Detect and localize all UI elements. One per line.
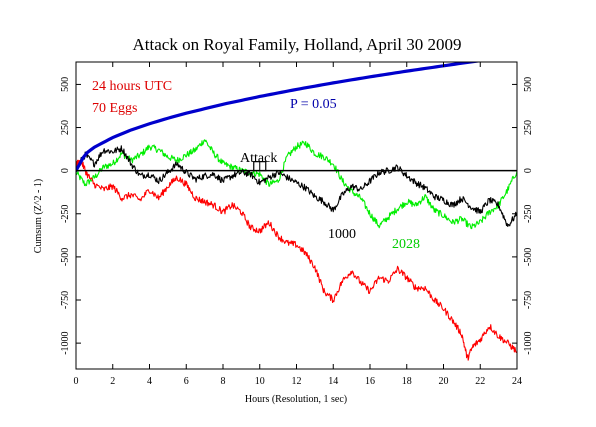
x-tick-label: 16 xyxy=(365,376,375,387)
eggs-annotation: 70 Eggs xyxy=(92,101,138,116)
plot-frame xyxy=(75,61,518,370)
x-tick-label: 6 xyxy=(184,376,189,387)
x-tick-label: 10 xyxy=(255,376,265,387)
y-tick-label-left: -750 xyxy=(60,291,71,309)
x-tick-label: 12 xyxy=(292,376,302,387)
y-tick-label-right: -1000 xyxy=(523,331,534,354)
y-tick-label-right: 250 xyxy=(523,120,534,135)
y-tick-label-right: 0 xyxy=(523,168,534,173)
event-label: Attack xyxy=(240,151,277,166)
chart-title: Attack on Royal Family, Holland, April 3… xyxy=(133,35,462,54)
series-2028-line xyxy=(76,139,517,230)
y-tick-label-left: -250 xyxy=(60,205,71,223)
y-tick-label-right: -750 xyxy=(523,291,534,309)
x-tick-label: 18 xyxy=(402,376,412,387)
x-axis-label: Hours (Resolution, 1 sec) xyxy=(245,394,347,405)
y-tick-label-right: 500 xyxy=(523,77,534,92)
axes-layer: 0 2 4 6 8 10 12 14 16 18 20 22 24-1000 -1000-750 -750-… xyxy=(60,62,534,387)
x-tick-label: 2 xyxy=(110,376,115,387)
zero-line-layer xyxy=(76,161,517,172)
y-tick-label-right: -250 xyxy=(523,205,534,223)
x-tick-label: 24 xyxy=(512,376,522,387)
x-tick-label: 0 xyxy=(74,376,79,387)
series-2028-label: 2028 xyxy=(392,237,420,252)
p-value-label: P = 0.05 xyxy=(290,97,337,112)
x-tick-label: 22 xyxy=(475,376,485,387)
x-tick-label: 14 xyxy=(328,376,338,387)
y-axis-label: Cumsum (Z^2 - 1) xyxy=(33,179,44,253)
x-tick-label: 8 xyxy=(221,376,226,387)
series-main-line xyxy=(76,159,517,361)
y-tick-label-left: 500 xyxy=(60,77,71,92)
y-tick-label-left: -500 xyxy=(60,248,71,266)
x-tick-label: 20 xyxy=(439,376,449,387)
series-1000-line xyxy=(76,145,517,228)
time-annotation: 24 hours UTC xyxy=(92,79,172,94)
x-tick-label: 4 xyxy=(147,376,152,387)
y-tick-label-left: 250 xyxy=(60,120,71,135)
y-tick-label-left: -1000 xyxy=(60,331,71,354)
y-tick-label-left: 0 xyxy=(60,168,71,173)
series-1000-label: 1000 xyxy=(328,227,356,242)
y-tick-label-right: -500 xyxy=(523,248,534,266)
